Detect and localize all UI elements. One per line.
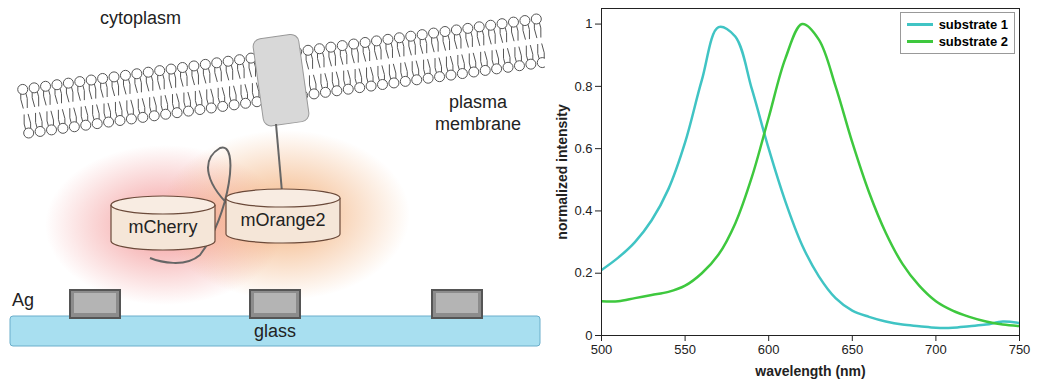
svg-text:0.6: 0.6 bbox=[574, 141, 592, 156]
svg-text:mCherry: mCherry bbox=[128, 217, 197, 237]
svg-text:600: 600 bbox=[758, 342, 780, 357]
svg-text:750: 750 bbox=[1009, 342, 1031, 357]
svg-text:1: 1 bbox=[585, 16, 592, 31]
svg-text:650: 650 bbox=[841, 342, 863, 357]
html-text:substrate 1: substrate 1 bbox=[938, 17, 1008, 32]
svg-text:cytoplasm: cytoplasm bbox=[100, 8, 181, 28]
svg-text:plasmamembrane: plasmamembrane bbox=[435, 92, 521, 134]
svg-text:700: 700 bbox=[925, 342, 947, 357]
svg-text:normalized intensity: normalized intensity bbox=[554, 104, 570, 240]
svg-text:mOrange2: mOrange2 bbox=[240, 210, 325, 230]
svg-text:500: 500 bbox=[591, 342, 613, 357]
svg-text:0.4: 0.4 bbox=[574, 203, 592, 218]
svg-text:wavelength (nm): wavelength (nm) bbox=[754, 363, 865, 379]
svg-text:Ag: Ag bbox=[12, 290, 34, 310]
svg-text:550: 550 bbox=[674, 342, 696, 357]
svg-text:0.8: 0.8 bbox=[574, 79, 592, 94]
svg-text:0.2: 0.2 bbox=[574, 265, 592, 280]
html-text:substrate 2: substrate 2 bbox=[938, 34, 1008, 49]
svg-text:0: 0 bbox=[585, 328, 592, 343]
svg-text:glass: glass bbox=[254, 321, 296, 341]
